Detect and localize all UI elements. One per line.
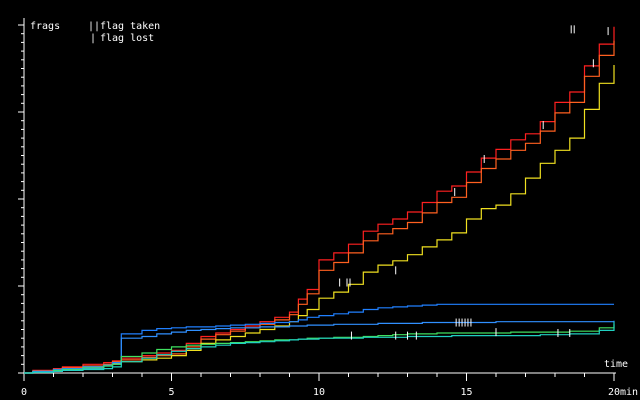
x-tick-label: 15 <box>460 387 472 398</box>
series-line-6 <box>24 321 615 374</box>
legend-item-flag-lost: | flag lost <box>90 33 154 44</box>
flag-events-layer <box>339 25 609 340</box>
legend-marker-flag-lost: | <box>90 33 96 44</box>
x-tick-label: 0 <box>21 387 27 398</box>
x-tick-label: 20 <box>608 387 620 398</box>
series-layer <box>24 26 615 374</box>
x-ticks: 0 5 10 15 20 <box>21 373 620 398</box>
legend: || flag taken | flag lost <box>88 21 160 44</box>
legend-marker-flag-taken: || <box>88 21 100 32</box>
x-axis-label: time <box>604 359 628 370</box>
y-axis-label: frags <box>30 21 60 32</box>
legend-label-flag-lost: flag lost <box>100 33 154 44</box>
x-tick-label: 5 <box>168 387 174 398</box>
x-tick-label: 10 <box>313 387 325 398</box>
x-axis-unit: min <box>620 387 638 398</box>
legend-item-flag-taken: || flag taken <box>88 21 160 32</box>
legend-label-flag-taken: flag taken <box>100 21 160 32</box>
y-ticks <box>18 24 24 374</box>
